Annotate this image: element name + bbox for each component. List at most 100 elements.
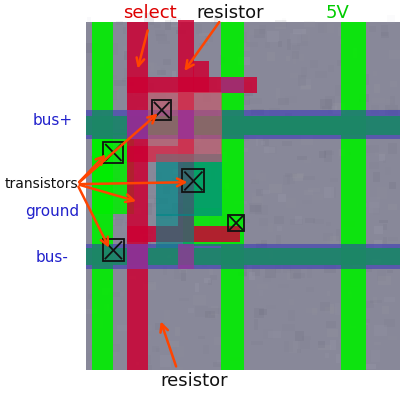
Bar bbox=[263, 329, 273, 339]
Bar bbox=[363, 284, 376, 291]
Bar bbox=[339, 339, 345, 343]
Bar bbox=[256, 137, 264, 146]
Bar bbox=[288, 245, 298, 253]
Bar bbox=[306, 308, 318, 312]
Bar bbox=[383, 224, 387, 230]
Bar bbox=[351, 283, 361, 289]
Bar bbox=[316, 70, 328, 78]
Bar bbox=[302, 85, 311, 89]
Bar bbox=[292, 45, 300, 50]
Bar bbox=[212, 192, 221, 200]
Bar bbox=[374, 297, 377, 305]
Bar bbox=[357, 102, 369, 110]
Bar bbox=[262, 118, 275, 128]
Bar bbox=[365, 364, 376, 369]
Bar bbox=[300, 183, 309, 187]
Bar bbox=[292, 51, 298, 59]
Bar bbox=[155, 30, 165, 36]
Bar bbox=[111, 172, 118, 181]
Bar bbox=[324, 150, 332, 162]
Bar bbox=[176, 141, 183, 148]
Bar bbox=[159, 109, 163, 116]
Bar bbox=[212, 170, 216, 180]
Bar bbox=[163, 186, 170, 194]
Bar bbox=[174, 109, 182, 114]
Bar bbox=[359, 94, 368, 102]
Bar bbox=[160, 209, 172, 219]
Bar bbox=[360, 179, 363, 188]
Bar bbox=[190, 160, 196, 165]
Bar bbox=[327, 237, 330, 246]
Bar bbox=[318, 341, 325, 348]
Bar bbox=[183, 162, 221, 210]
Bar bbox=[94, 297, 102, 307]
Bar bbox=[94, 121, 100, 127]
Bar bbox=[314, 311, 322, 318]
Bar bbox=[122, 223, 135, 232]
Bar bbox=[86, 116, 400, 135]
Bar bbox=[218, 109, 230, 119]
Bar bbox=[146, 195, 157, 207]
Bar bbox=[195, 284, 199, 291]
Bar bbox=[174, 122, 184, 130]
Bar bbox=[86, 244, 400, 269]
Bar bbox=[226, 252, 230, 262]
Bar bbox=[306, 287, 314, 292]
Bar bbox=[238, 40, 250, 51]
Bar bbox=[337, 125, 345, 133]
Bar bbox=[179, 268, 187, 273]
Bar bbox=[94, 318, 103, 328]
Bar bbox=[366, 268, 372, 272]
Bar bbox=[258, 139, 269, 146]
Bar bbox=[310, 60, 318, 68]
Bar bbox=[110, 98, 113, 102]
Bar bbox=[225, 239, 237, 250]
Bar bbox=[100, 282, 108, 289]
Bar bbox=[176, 30, 186, 34]
Bar bbox=[349, 145, 356, 155]
Bar bbox=[160, 355, 171, 367]
Bar bbox=[249, 203, 262, 214]
Bar bbox=[326, 329, 338, 337]
Bar bbox=[344, 90, 354, 98]
Bar bbox=[221, 22, 244, 370]
Bar bbox=[199, 64, 208, 71]
Bar bbox=[132, 362, 139, 368]
Bar bbox=[238, 32, 248, 43]
Bar bbox=[193, 105, 204, 112]
Bar bbox=[241, 82, 252, 91]
Bar bbox=[226, 297, 236, 306]
Bar bbox=[350, 37, 358, 44]
Bar bbox=[383, 160, 386, 163]
Bar bbox=[153, 112, 161, 124]
Bar bbox=[94, 88, 99, 100]
Bar bbox=[134, 174, 138, 186]
Bar bbox=[325, 95, 335, 107]
Bar bbox=[195, 306, 208, 317]
Bar bbox=[222, 57, 230, 63]
Bar bbox=[324, 265, 336, 273]
Bar bbox=[260, 309, 267, 315]
Bar bbox=[224, 64, 230, 67]
Bar bbox=[164, 310, 170, 320]
Bar bbox=[341, 76, 354, 84]
Bar bbox=[94, 143, 99, 154]
Bar bbox=[208, 308, 221, 314]
Bar bbox=[292, 173, 304, 178]
Bar bbox=[111, 178, 118, 188]
Bar bbox=[168, 113, 179, 121]
Bar bbox=[373, 172, 380, 181]
Bar bbox=[336, 229, 340, 241]
Bar bbox=[206, 128, 216, 137]
Bar bbox=[90, 133, 99, 138]
Bar bbox=[331, 187, 336, 198]
Bar bbox=[114, 69, 122, 80]
Bar bbox=[257, 284, 268, 289]
Bar bbox=[157, 70, 166, 74]
Bar bbox=[302, 335, 312, 341]
Bar bbox=[140, 59, 151, 68]
Bar bbox=[287, 272, 294, 280]
Bar bbox=[256, 173, 266, 181]
Bar bbox=[144, 115, 150, 119]
Bar bbox=[160, 234, 171, 244]
